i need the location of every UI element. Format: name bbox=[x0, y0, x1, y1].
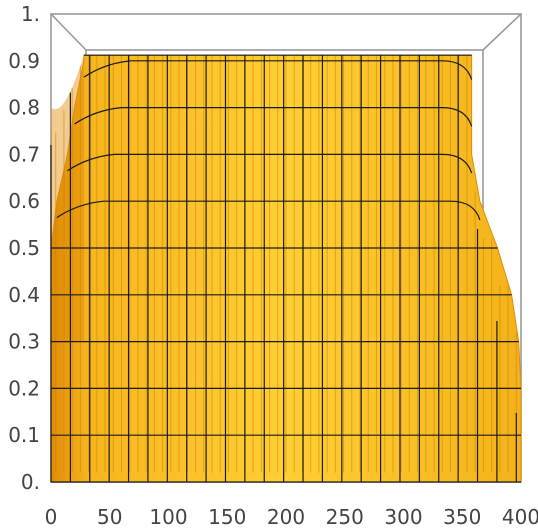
box-edge-1 bbox=[482, 13, 522, 51]
y-tick-label: 0.3 bbox=[8, 330, 40, 354]
x-tick-label: 350 bbox=[443, 505, 481, 529]
x-tick-label: 300 bbox=[384, 505, 422, 529]
y-tick-label: 0.5 bbox=[8, 236, 40, 260]
y-tick-label: 0.2 bbox=[8, 376, 40, 400]
x-axis-ticks: 0 50 100 150 200 250 300 350 400 bbox=[45, 505, 538, 529]
y-tick-label: 0.4 bbox=[8, 283, 40, 307]
x-tick-label: 50 bbox=[97, 505, 122, 529]
surface-mesh bbox=[50, 54, 521, 483]
y-tick-label: 0.7 bbox=[8, 142, 40, 166]
x-tick-label: 250 bbox=[326, 505, 364, 529]
x-tick-label: 150 bbox=[208, 505, 246, 529]
x-tick-label: 400 bbox=[502, 505, 538, 529]
surface-fold-shadow bbox=[51, 55, 84, 342]
x-tick-label: 200 bbox=[267, 505, 305, 529]
mesh-level-line bbox=[83, 60, 473, 80]
mesh-level-line bbox=[67, 153, 473, 174]
y-tick-label: 1. bbox=[21, 2, 40, 26]
y-tick-label: 0.1 bbox=[8, 423, 40, 447]
y-tick-label: 0. bbox=[21, 470, 40, 494]
x-tick-label: 100 bbox=[149, 505, 187, 529]
y-tick-label: 0.6 bbox=[8, 189, 40, 213]
box-edge-0 bbox=[50, 13, 87, 51]
y-axis-ticks: 0. 0.1 0.2 0.3 0.4 0.5 0.6 0.7 0.8 0.9 1. bbox=[8, 2, 40, 494]
y-tick-label: 0.9 bbox=[8, 49, 40, 73]
mesh-level-line bbox=[74, 107, 473, 127]
y-tick-label: 0.8 bbox=[8, 96, 40, 120]
x-tick-label: 0 bbox=[45, 505, 58, 529]
